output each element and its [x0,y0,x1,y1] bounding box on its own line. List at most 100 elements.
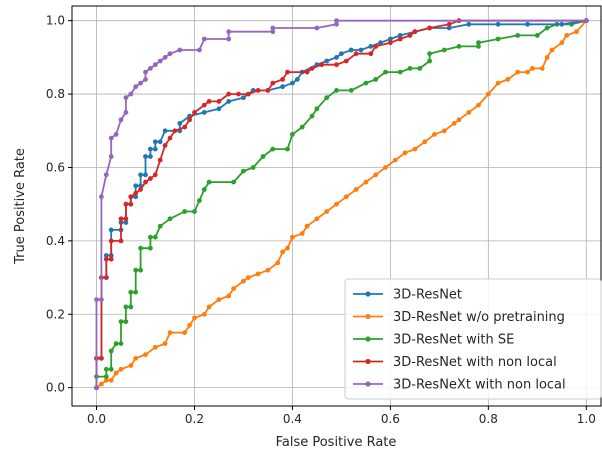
data-point [319,62,325,68]
y-tick-label: 0.6 [46,160,65,174]
data-point [133,355,139,361]
data-point [162,341,168,346]
data-point [324,209,330,214]
data-point [162,55,168,60]
data-point [412,29,418,35]
data-point [241,95,246,101]
data-point [197,47,202,53]
data-point [348,88,354,93]
data-point [275,260,281,266]
data-point [314,106,320,112]
data-point [143,352,148,357]
data-point [427,58,432,64]
data-point [539,66,545,71]
data-point [201,36,207,42]
y-tick-label: 0.4 [46,234,65,248]
data-point [564,33,570,38]
series-layer [94,18,589,391]
data-point [417,66,423,71]
data-point [236,91,241,97]
data-point [250,165,256,170]
legend-label: 3D-ResNet with SE [393,333,514,348]
data-point [378,40,383,46]
y-axis-label: True Positive Rate [13,148,28,265]
data-point [148,154,153,159]
data-point [397,36,403,42]
legend-item: 3D-ResNet with SE [353,333,514,348]
data-point [138,80,144,86]
data-point [407,33,413,38]
data-point [143,179,148,185]
data-point [241,278,246,284]
data-point [495,21,501,27]
data-point [241,168,246,174]
data-point [152,139,158,145]
data-point [388,36,393,42]
data-point [118,319,124,324]
data-point [123,95,129,101]
x-tick-label: 1.0 [577,412,596,426]
legend-swatch-marker [365,336,371,342]
data-point [226,36,232,42]
data-point [152,172,158,178]
legend-box [344,278,602,400]
data-point [182,124,188,130]
data-point [216,106,222,112]
data-point [363,80,369,86]
data-point [353,187,359,192]
data-point [226,293,232,299]
data-point [412,146,418,152]
data-point [128,304,134,310]
data-point [368,44,374,49]
data-point [103,172,109,178]
data-point [314,25,320,31]
data-point [103,253,109,258]
data-point [128,201,134,207]
data-point [324,58,330,64]
data-point [358,47,364,53]
data-point [456,117,462,123]
data-point [201,102,207,108]
data-point [162,143,168,148]
series-3d-resnet-w-o-pretraining [94,18,589,391]
data-point [456,44,462,49]
data-point [285,69,290,75]
data-point [133,190,139,196]
data-point [206,179,212,185]
data-point [187,322,193,328]
data-point [201,110,207,115]
x-tick-label: 0.4 [283,412,302,426]
data-point [534,33,540,38]
data-point [192,209,197,214]
data-point [201,311,207,317]
legend-label: 3D-ResNet [393,288,462,303]
data-point [187,117,193,123]
x-tick-label: 0.6 [381,412,400,426]
data-point [383,69,388,75]
data-point [108,348,114,354]
data-point [99,381,104,387]
data-point [373,44,379,49]
data-point [265,267,271,273]
data-point [466,110,472,115]
x-axis-label: False Positive Rate [276,435,397,450]
data-point [407,66,413,71]
data-point [143,172,148,178]
data-point [123,220,129,225]
data-point [388,40,393,46]
series-3d-resnet-with-non-local [94,18,589,391]
y-tick-label: 0.0 [46,381,65,395]
data-point [397,69,403,75]
data-point [113,341,119,346]
data-point [451,121,457,126]
data-point [94,385,99,391]
data-point [157,223,163,229]
data-point [304,223,310,229]
series-line [95,19,587,388]
data-point [495,80,501,86]
data-point [192,110,197,115]
data-point [113,370,119,376]
data-point [270,29,276,35]
data-point [138,245,144,251]
data-point [255,271,261,277]
